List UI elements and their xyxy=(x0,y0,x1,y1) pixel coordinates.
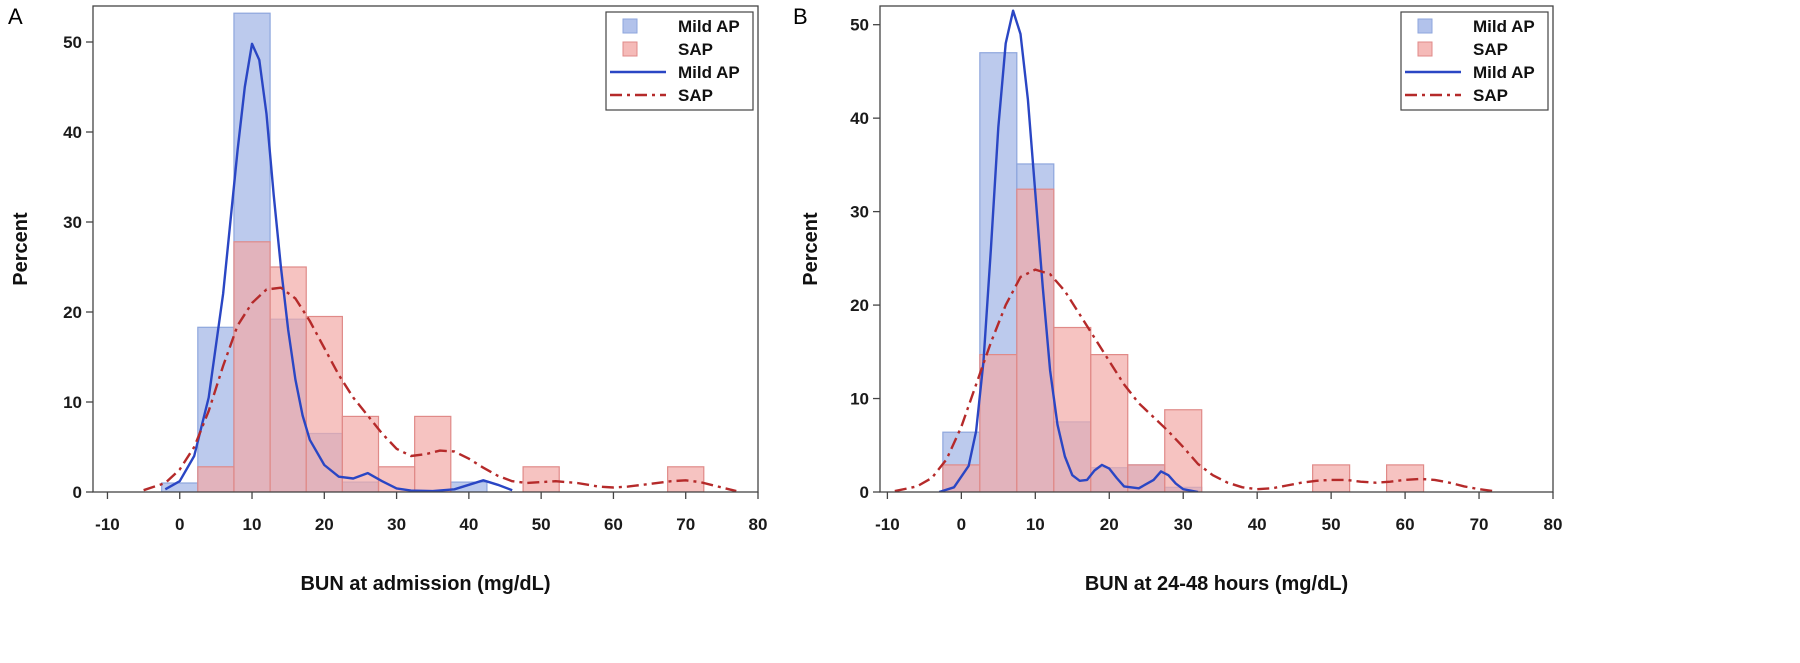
legend-label: Mild AP xyxy=(678,17,740,36)
plot-area xyxy=(143,12,737,492)
sap-bar xyxy=(233,241,271,492)
sap-density-curve xyxy=(143,286,737,492)
legend-label: SAP xyxy=(678,40,713,59)
x-tick-label: 60 xyxy=(1396,515,1415,534)
plot-frame xyxy=(879,5,1554,493)
y-tick-label: 0 xyxy=(860,483,869,502)
x-tick-label: 80 xyxy=(1544,515,1563,534)
y-tick-label: 30 xyxy=(63,213,82,232)
x-tick-label: 30 xyxy=(1174,515,1193,534)
mild-ap-density-curve xyxy=(938,9,1199,492)
sap-bar xyxy=(979,354,1018,492)
x-tick-label: 20 xyxy=(315,515,334,534)
y-tick-label: 50 xyxy=(63,33,82,52)
y-tick-label: 40 xyxy=(850,109,869,128)
sap-bar xyxy=(667,466,705,492)
legend-label: Mild AP xyxy=(678,63,740,82)
x-tick-label: 70 xyxy=(1470,515,1489,534)
x-tick-label: -10 xyxy=(875,515,900,534)
plot-area xyxy=(894,9,1494,492)
legend-label: SAP xyxy=(1473,40,1508,59)
x-tick-label: 40 xyxy=(459,515,478,534)
x-tick-label: 20 xyxy=(1100,515,1119,534)
y-tick-label: 40 xyxy=(63,123,82,142)
sap-bar xyxy=(197,466,235,492)
sap-density-curve xyxy=(894,268,1494,492)
legend-label: Mild AP xyxy=(1473,63,1535,82)
x-tick-label: -10 xyxy=(95,515,120,534)
chart-panel-b: -10 0 10 20 30 40 50 60 70 80 0 10 20 30 40 50 BUN at 24… xyxy=(793,4,1562,595)
y-tick-label: 10 xyxy=(63,393,82,412)
sap-bar xyxy=(1090,354,1129,492)
y-tick-label: 30 xyxy=(850,203,869,222)
x-tick-label: 50 xyxy=(1322,515,1341,534)
x-tick-label: 70 xyxy=(676,515,695,534)
x-tick-label: 30 xyxy=(387,515,406,534)
plot-frame xyxy=(92,5,759,493)
x-tick-label: 60 xyxy=(604,515,623,534)
x-axis-title: BUN at 24-48 hours (mg/dL) xyxy=(1085,573,1348,595)
legend: Mild AP SAP Mild AP SAP xyxy=(1400,11,1549,111)
y-axis-title: Percent xyxy=(10,212,32,286)
x-tick-label: 0 xyxy=(175,515,184,534)
panel-letter: A xyxy=(8,4,23,29)
x-tick-label: 80 xyxy=(749,515,768,534)
sap-bar xyxy=(1312,464,1351,492)
legend-label: SAP xyxy=(678,86,713,105)
mild-ap-density-curve xyxy=(164,42,513,492)
legend: Mild AP SAP Mild AP SAP xyxy=(605,11,754,111)
y-tick-label: 10 xyxy=(850,390,869,409)
sap-bar xyxy=(341,415,380,492)
x-axis-title: BUN at admission (mg/dL) xyxy=(300,573,550,595)
chart-panel-a: -10 0 10 20 30 40 50 60 70 80 0 10 20 30 40 50 BUN at ad… xyxy=(8,4,767,595)
sap-swatch xyxy=(622,41,638,57)
x-tick-label: 10 xyxy=(1026,515,1045,534)
sap-bar xyxy=(269,266,307,492)
x-tick-label: 0 xyxy=(957,515,966,534)
x-tick-label: 50 xyxy=(532,515,551,534)
x-tick-label: 10 xyxy=(243,515,262,534)
mild-ap-swatch xyxy=(1417,18,1433,34)
sap-bar xyxy=(522,466,560,492)
mild-ap-swatch xyxy=(622,18,638,34)
y-tick-label: 20 xyxy=(850,296,869,315)
sap-swatch xyxy=(1417,41,1433,57)
legend-label: Mild AP xyxy=(1473,17,1535,36)
panel-letter: B xyxy=(793,4,808,29)
y-axis-title: Percent xyxy=(800,212,822,286)
y-tick-label: 20 xyxy=(63,303,82,322)
x-tick-label: 40 xyxy=(1248,515,1267,534)
y-tick-label: 50 xyxy=(850,16,869,35)
sap-bar xyxy=(1053,326,1092,492)
sap-bar xyxy=(1164,409,1203,492)
y-tick-label: 0 xyxy=(73,483,82,502)
legend-label: SAP xyxy=(1473,86,1508,105)
